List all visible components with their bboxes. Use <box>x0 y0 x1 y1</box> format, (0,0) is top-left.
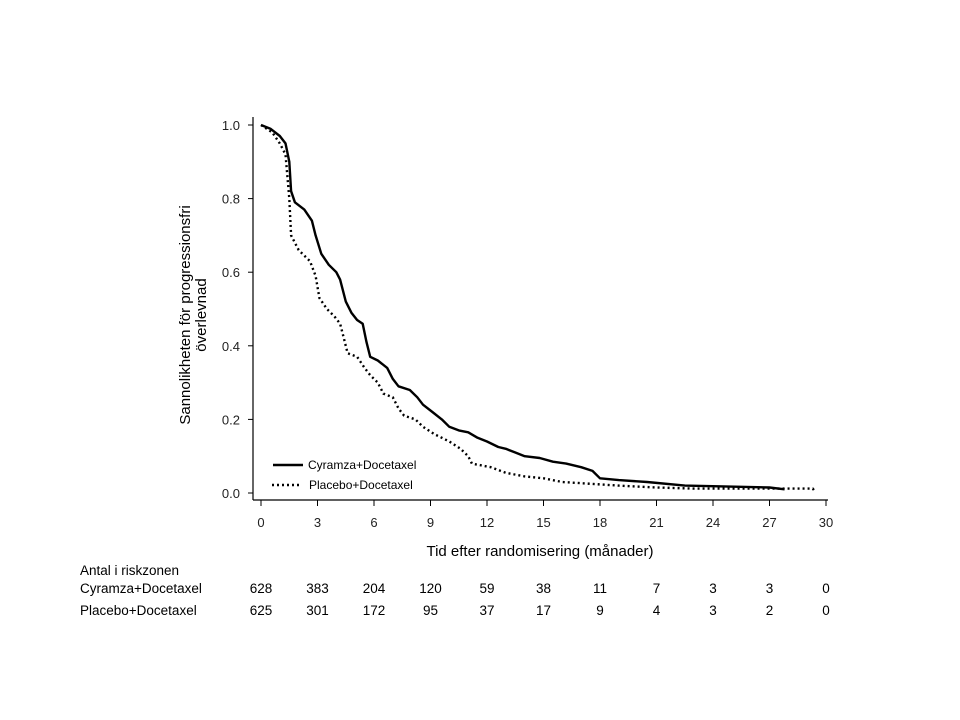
series-line-cyramza <box>260 123 785 491</box>
x-tick-label: 24 <box>706 515 720 530</box>
risk-count: 7 <box>652 581 661 596</box>
risk-count: 3 <box>709 581 717 596</box>
risk-count: 9 <box>596 603 604 618</box>
risk-count: 628 <box>249 581 273 596</box>
y-tick-label: 0.4 <box>222 339 240 354</box>
risk-count: 204 <box>362 581 386 596</box>
risk-count: 2 <box>765 603 774 618</box>
y-tick-label: 0.0 <box>222 486 240 501</box>
risk-count: 301 <box>306 603 329 618</box>
risk-count: 3 <box>709 603 717 618</box>
x-tick-label: 0 <box>257 515 264 530</box>
x-tick-label: 6 <box>370 515 377 530</box>
risk-count: 59 <box>479 581 495 596</box>
x-tick-label: 21 <box>649 515 663 530</box>
axes: 0.0 0.2 0.4 0.6 0.8 1.0 0 3 6 9 12 15 18 21 24 27 30 <box>222 117 833 530</box>
risk-row-label-placebo: Placebo+Docetaxel <box>80 603 197 618</box>
y-tick-label: 0.8 <box>222 192 240 207</box>
x-tick-label: 15 <box>536 515 550 530</box>
y-tick-label: 0.2 <box>222 412 240 427</box>
series-line-placebo <box>260 123 816 492</box>
x-tick-label: 3 <box>314 515 321 530</box>
risk-count: 37 <box>479 603 495 618</box>
risk-count: 3 <box>765 581 774 596</box>
risk-count: 120 <box>419 581 442 596</box>
legend: Cyramza+Docetaxel Placebo+Docetaxel <box>272 458 416 492</box>
y-tick-label: 1.0 <box>222 118 240 133</box>
x-tick-label: 18 <box>593 515 607 530</box>
risk-count: 11 <box>592 581 607 596</box>
risk-row-label-cyramza: Cyramza+Docetaxel <box>80 581 202 596</box>
y-axis-title-line-1: Sannolikheten för progressionsfri <box>177 205 194 424</box>
y-axis-title-line-2: överlevnad <box>193 278 210 351</box>
x-tick-label: 27 <box>762 515 776 530</box>
risk-table-title: Antal i riskzonen <box>80 563 180 578</box>
y-tick-label: 0.6 <box>222 265 240 280</box>
x-tick-label: 30 <box>819 515 833 530</box>
legend-label-cyramza: Cyramza+Docetaxel <box>308 458 416 472</box>
risk-count: 625 <box>249 603 273 618</box>
y-axis-title: Sannolikheten för progressionsfri överle… <box>177 205 210 424</box>
risk-count: 17 <box>535 603 552 618</box>
series-group <box>260 123 816 492</box>
legend-label-placebo: Placebo+Docetaxel <box>309 478 413 492</box>
risk-count: 172 <box>362 603 386 618</box>
risk-count: 383 <box>306 581 329 596</box>
x-tick-label: 9 <box>427 515 434 530</box>
x-axis-title: Tid efter randomisering (månader) <box>426 543 653 560</box>
risk-count: 0 <box>822 603 830 618</box>
risk-count: 4 <box>652 603 661 618</box>
risk-count: 0 <box>822 581 830 596</box>
x-tick-label: 12 <box>480 515 494 530</box>
risk-count: 38 <box>535 581 552 596</box>
risk-count: 95 <box>422 603 439 618</box>
